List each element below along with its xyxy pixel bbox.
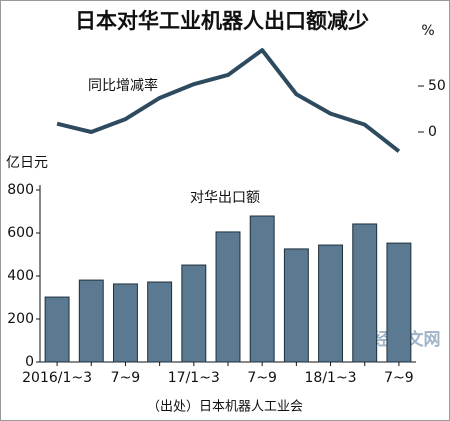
source: （出处）日本机器人工业会 [147,400,303,415]
bar [283,248,309,363]
bar [44,296,70,363]
y-tick-label: 50 [428,78,446,94]
x-tick-label: 2016/1~3 [22,370,92,386]
y-axis-unit: % [421,23,434,39]
y-tick-label: 400 [7,268,34,284]
bar [78,279,104,363]
chart-title: 日本对华工业机器人出口额减少 [75,9,369,33]
line-label: 同比增减率 [88,77,158,94]
x-tick-label: 7~9 [384,370,414,386]
x-tick-label: 7~9 [247,370,277,386]
bar [386,242,412,363]
x-tick-label: 7~9 [111,370,141,386]
bar-label: 对华出口额 [190,190,260,206]
bar [249,215,275,363]
y-tick-label: 200 [7,311,34,327]
y-tick-label: 800 [7,182,34,198]
bar [112,283,138,363]
y-tick-label: 0 [428,124,437,140]
line [56,48,401,153]
y-tick-label: 600 [7,225,34,241]
bar [318,244,344,363]
x-tick-label: 18/1~3 [305,370,357,386]
x-tick-label: 17/1~3 [168,370,220,386]
bar [147,281,173,363]
y-axis-unit: 亿日元 [6,155,48,171]
y-tick-label: 0 [25,354,34,370]
bar [181,264,207,363]
bar [215,231,241,363]
bar [352,223,378,363]
